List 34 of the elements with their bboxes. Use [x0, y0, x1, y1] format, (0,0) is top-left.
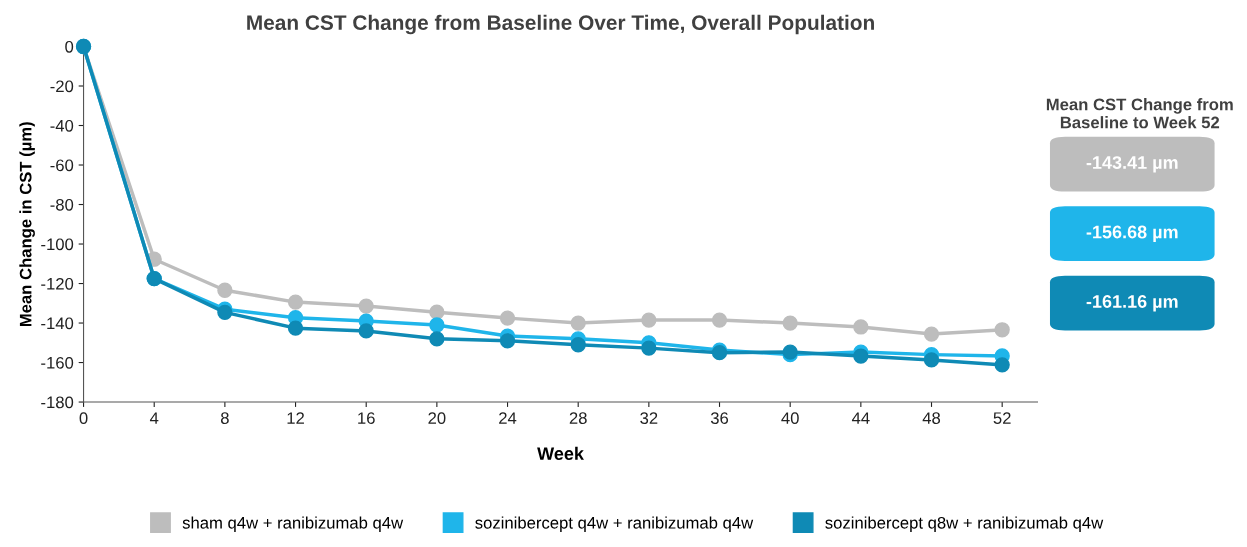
x-tick-label: 36	[710, 412, 729, 425]
y-tick-label: -40	[50, 119, 74, 132]
text: -143.41 µm	[1086, 156, 1178, 173]
text: -156.68 µm	[1086, 225, 1178, 242]
x-tick-label: 20	[428, 412, 446, 425]
legend-label: sozinibercept q4w + ranibizumab q4w	[475, 516, 754, 532]
x-axis-title: Week	[537, 446, 584, 461]
legend-label: sozinibercept q8w + ranibizumab q4w	[825, 516, 1104, 532]
x-tick-label: 12	[287, 412, 304, 424]
x-tick-label: 44	[851, 412, 870, 424]
x-tick-label: 0	[79, 412, 88, 425]
y-tick-label: 0	[65, 40, 74, 53]
x-tick-label: 52	[993, 412, 1011, 425]
x-tick-label: 28	[569, 412, 587, 425]
y-tick-label: -100	[41, 238, 74, 251]
x-tick-label: 40	[781, 412, 799, 425]
y-tick-label: -60	[50, 159, 74, 172]
y-tick-label: -160	[41, 356, 74, 369]
x-tick-label: 4	[149, 412, 159, 424]
x-tick-label: 48	[922, 412, 941, 425]
y-tick-label: -20	[50, 80, 74, 93]
y-tick-label: -120	[41, 277, 74, 290]
x-tick-label: 8	[220, 412, 229, 425]
x-tick-label: 24	[499, 412, 517, 424]
chart-title: Mean CST Change from Baseline Over Time, Overall Population	[247, 14, 874, 35]
y-axis-title: Mean Change in CST (µm)	[19, 122, 35, 327]
x-tick-label: 16	[358, 412, 375, 425]
y-tick-label: -180	[41, 396, 74, 409]
y-tick-label: -80	[50, 198, 74, 211]
y-tick-label: -140	[41, 317, 74, 330]
text: -161.16 µm	[1086, 295, 1178, 312]
text: Mean CST Change from Baseline to Week 52	[1046, 98, 1233, 129]
legend-label: sham q4w + ranibizumab q4w	[182, 516, 404, 532]
x-tick-label: 32	[640, 412, 658, 425]
